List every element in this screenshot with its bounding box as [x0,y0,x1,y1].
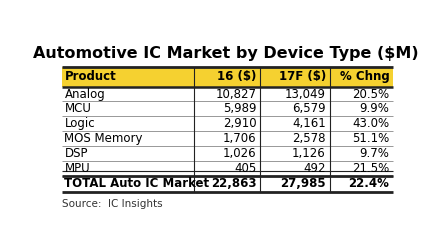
Text: MOS Memory: MOS Memory [65,132,143,145]
Bar [62,101,194,116]
Bar [330,161,392,176]
Bar [194,116,260,131]
Text: 22,863: 22,863 [211,177,257,190]
Bar [62,146,194,161]
Text: 6,579: 6,579 [292,102,326,115]
Bar [330,131,392,146]
Text: 16 ($): 16 ($) [217,70,257,83]
Text: 17F ($): 17F ($) [279,70,326,83]
Bar [194,87,260,101]
Bar [62,116,194,131]
Text: Source:  IC Insights: Source: IC Insights [62,199,162,209]
Text: Analog: Analog [65,87,105,101]
Text: 51.1%: 51.1% [352,132,389,145]
Bar [260,176,330,192]
Bar [62,131,194,146]
Bar [62,176,194,192]
Bar [194,67,260,87]
Text: 9.7%: 9.7% [359,147,389,160]
Bar [260,131,330,146]
Bar [260,116,330,131]
Text: % Chng: % Chng [340,70,389,83]
Bar [62,161,194,176]
Bar [330,67,392,87]
Text: Product: Product [65,70,116,83]
Bar [260,101,330,116]
Bar [260,146,330,161]
Bar [330,87,392,101]
Bar [194,161,260,176]
Text: 43.0%: 43.0% [352,117,389,130]
Bar [194,176,260,192]
Text: 9.9%: 9.9% [359,102,389,115]
Text: 405: 405 [234,162,257,175]
Text: 22.4%: 22.4% [348,177,389,190]
Bar [260,161,330,176]
Bar [330,176,392,192]
Bar [194,101,260,116]
Text: 492: 492 [303,162,326,175]
Bar [330,101,392,116]
Text: Automotive IC Market by Device Type ($M): Automotive IC Market by Device Type ($M) [33,46,418,61]
Bar [194,146,260,161]
Text: 10,827: 10,827 [215,87,257,101]
Text: 2,910: 2,910 [223,117,257,130]
Text: TOTAL Auto IC Market: TOTAL Auto IC Market [65,177,209,190]
Text: 1,126: 1,126 [292,147,326,160]
Text: 1,026: 1,026 [223,147,257,160]
Bar [62,67,194,87]
Text: 4,161: 4,161 [292,117,326,130]
Bar [62,87,194,101]
Bar [260,67,330,87]
Text: 5,989: 5,989 [223,102,257,115]
Bar [330,116,392,131]
Text: 2,578: 2,578 [292,132,326,145]
Bar [330,146,392,161]
Text: DSP: DSP [65,147,88,160]
Text: 1,706: 1,706 [223,132,257,145]
Text: 13,049: 13,049 [285,87,326,101]
Text: Logic: Logic [65,117,95,130]
Text: 27,985: 27,985 [280,177,326,190]
Bar [260,87,330,101]
Text: MCU: MCU [65,102,92,115]
Text: 20.5%: 20.5% [352,87,389,101]
Text: MPU: MPU [65,162,90,175]
Bar [194,131,260,146]
Text: 21.5%: 21.5% [352,162,389,175]
